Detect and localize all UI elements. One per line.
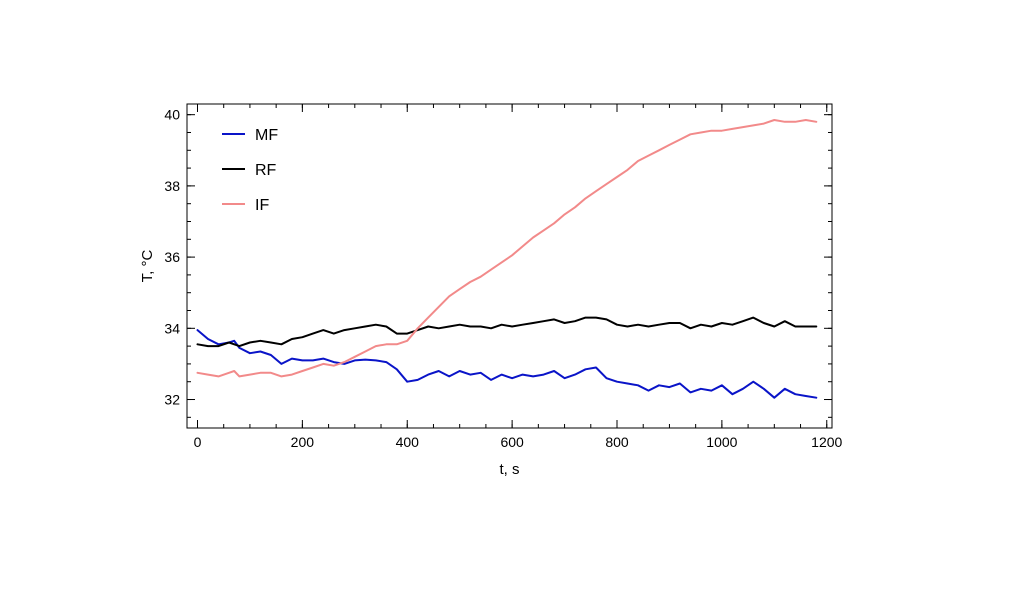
series-line-if [196, 119, 818, 378]
series-line-mf [196, 329, 818, 399]
axes: 0 200 400 600 800 1000 1200 32 34 36 38 40 [164, 103, 843, 450]
x-tick-label: 0 [194, 434, 202, 450]
plot-frame [186, 103, 833, 429]
x-axis-title: t, s [499, 461, 519, 478]
series-line-rf [196, 316, 818, 348]
x-tick-label: 800 [605, 434, 629, 450]
legend-label-rf: RF [255, 162, 277, 179]
y-tick-label: 40 [164, 107, 180, 123]
x-tick-label: 400 [396, 434, 420, 450]
y-tick-label: 34 [164, 320, 180, 336]
legend-label-if: IF [255, 197, 269, 214]
legend-label-mf: MF [255, 127, 278, 144]
x-tick-label: 1000 [706, 434, 737, 450]
series-lines [196, 119, 818, 399]
legend: MF RF IF [222, 127, 278, 214]
x-tick-label: 200 [291, 434, 315, 450]
y-axis-title: T, °C [139, 250, 156, 283]
x-tick-label: 600 [500, 434, 524, 450]
y-tick-label: 38 [164, 178, 180, 194]
x-tick-label: 1200 [811, 434, 842, 450]
y-tick-label: 36 [164, 249, 180, 265]
y-tick-label: 32 [164, 392, 180, 408]
